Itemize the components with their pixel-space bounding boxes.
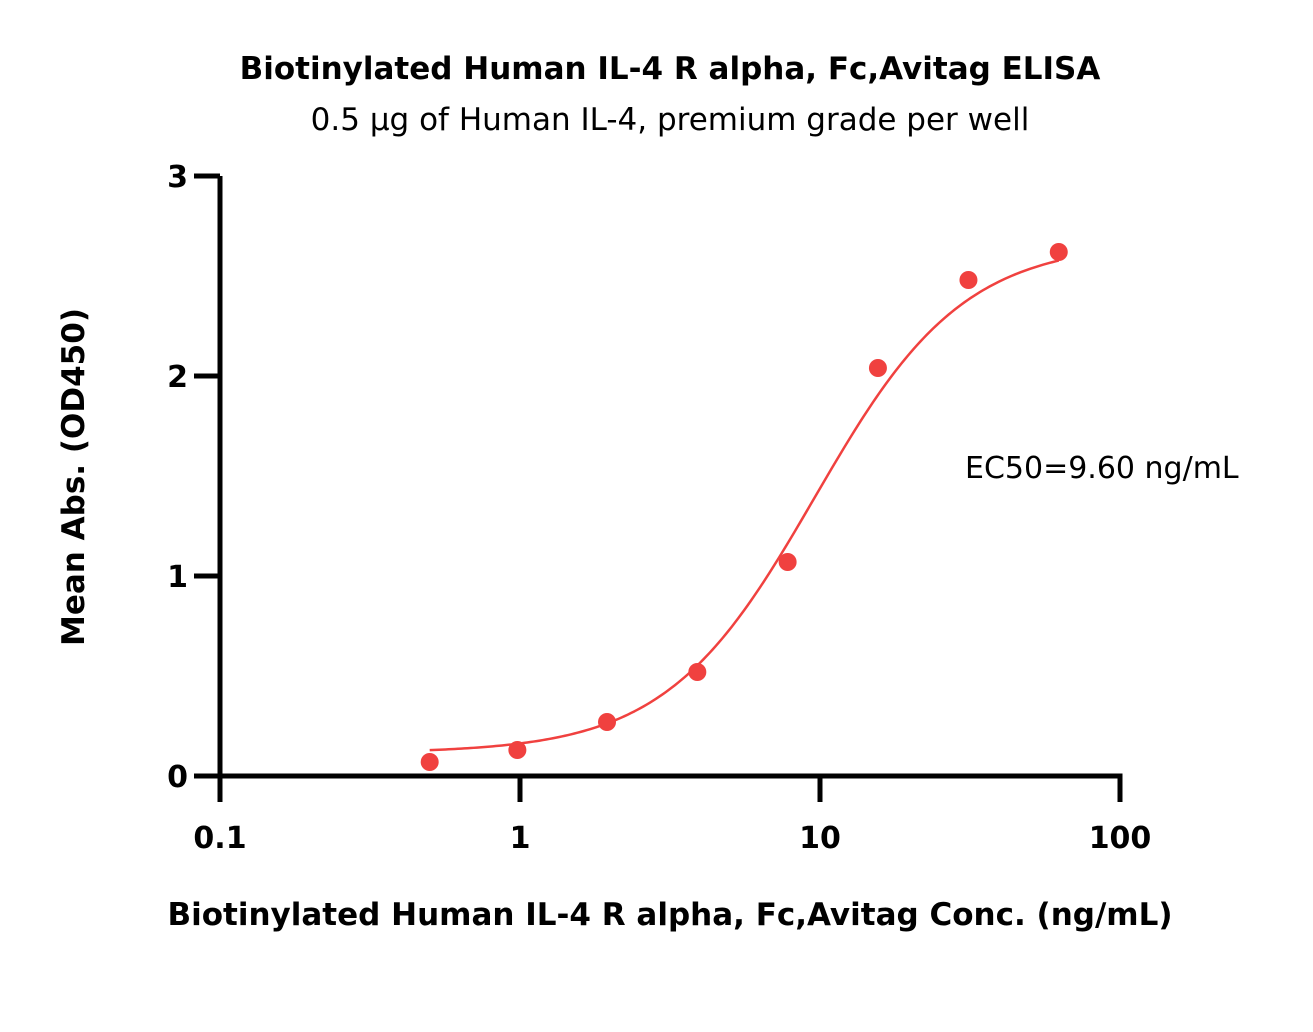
y-tick-label: 2 [167, 360, 188, 395]
data-point [959, 271, 978, 289]
fit-curve [429, 259, 1060, 752]
data-point [778, 553, 797, 571]
x-axis-label: Biotinylated Human IL-4 R alpha, Fc,Avit… [167, 897, 1172, 933]
y-tick-label: 1 [167, 560, 188, 595]
chart-title: Biotinylated Human IL-4 R alpha, Fc,Avit… [240, 51, 1101, 87]
data-point [508, 741, 527, 759]
fit-layer [429, 259, 1060, 752]
x-tick-label: 10 [799, 821, 841, 856]
y-tick-label: 0 [167, 760, 188, 795]
data-point [420, 753, 439, 771]
ec50-annotation: EC50=9.60 ng/mL [965, 451, 1239, 486]
data-point [1049, 243, 1068, 261]
chart-subtitle: 0.5 µg of Human IL-4, premium grade per … [311, 102, 1030, 138]
points-layer [420, 243, 1068, 771]
y-axis-label: Mean Abs. (OD450) [56, 308, 92, 646]
axes: 0 1 2 3 0.1 1 10 100 [167, 160, 1151, 856]
x-tick-label: 1 [510, 821, 531, 856]
data-point [688, 663, 707, 681]
data-point [598, 713, 617, 731]
data-point [868, 359, 887, 377]
x-tick-label: 100 [1089, 821, 1152, 856]
y-tick-label: 3 [167, 160, 188, 195]
x-tick-label: 0.1 [193, 821, 246, 856]
